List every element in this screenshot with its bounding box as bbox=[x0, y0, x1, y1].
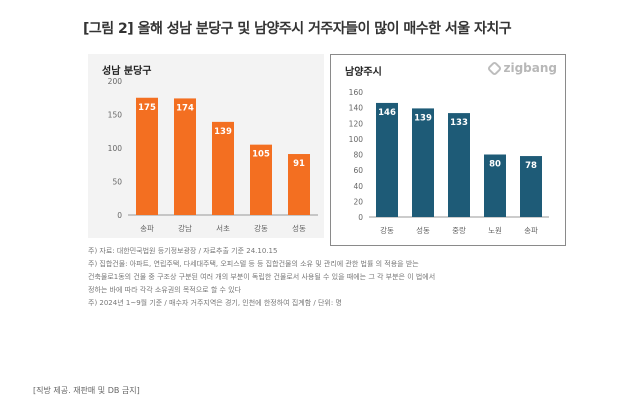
note-line: 주) 2024년 1~9월 기준 / 매수자 거주지역은 경기, 인천에 한정하… bbox=[88, 299, 342, 307]
note-line: 건축물로1동의 건물 중 구조상 구분된 여러 개의 부분이 독립한 건물로서 … bbox=[88, 273, 436, 281]
note-line: 주) 집합건물: 아파트, 연립주택, 다세대주택, 오피스텔 등 등 집합건물… bbox=[88, 260, 419, 268]
zigbang-logo: zigbang bbox=[487, 60, 557, 76]
bar bbox=[136, 97, 158, 215]
y-tick-label: 140 bbox=[349, 104, 364, 113]
x-tick-label: 송파 bbox=[140, 224, 154, 233]
y-tick-label: 40 bbox=[353, 182, 363, 191]
zigbang-logo-text: zigbang bbox=[503, 61, 557, 75]
bar-value-label: 91 bbox=[293, 159, 305, 169]
chart-panel-seongnam: 성남 분당구 0 50 100 150 200 175 송파 174 강남 139 서초 105 강동 9… bbox=[88, 54, 324, 238]
y-tick-label: 120 bbox=[349, 119, 364, 128]
x-tick-label: 강동 bbox=[380, 225, 394, 235]
y-tick-label: 80 bbox=[353, 151, 363, 160]
bar bbox=[448, 113, 470, 217]
title-tag: [그림 2] bbox=[83, 21, 134, 37]
note-line: 정하는 바에 따라 각각 소유권의 목적으로 할 수 있다 bbox=[88, 286, 242, 294]
x-tick-label: 성동 bbox=[292, 224, 306, 233]
bar-value-label: 174 bbox=[176, 103, 194, 113]
x-tick-label: 강동 bbox=[254, 223, 268, 233]
bar-value-label: 146 bbox=[378, 108, 396, 118]
y-tick-label: 150 bbox=[108, 111, 123, 120]
y-tick-label: 50 bbox=[112, 178, 122, 187]
x-tick-label: 송파 bbox=[524, 226, 538, 235]
y-tick-label: 100 bbox=[349, 135, 364, 144]
bar bbox=[212, 121, 234, 215]
y-tick-label: 0 bbox=[358, 213, 363, 222]
chart-title-namyangju: 남양주시 bbox=[345, 67, 382, 78]
y-tick-label: 0 bbox=[117, 211, 122, 220]
bar bbox=[484, 154, 506, 217]
x-tick-label: 성동 bbox=[416, 226, 430, 235]
chart-title-seongnam: 성남 분당구 bbox=[102, 66, 152, 77]
bar-value-label: 139 bbox=[414, 113, 432, 123]
bar bbox=[376, 102, 398, 217]
y-tick-label: 160 bbox=[349, 88, 364, 97]
bar-value-label: 80 bbox=[489, 160, 501, 170]
x-tick-label: 중랑 bbox=[452, 226, 466, 235]
bar-value-label: 105 bbox=[252, 150, 270, 160]
title-text: 올해 성남 분당구 및 남양주시 거주자들이 많이 매수한 서울 자치구 bbox=[137, 21, 512, 37]
bar bbox=[520, 156, 542, 217]
bar bbox=[174, 98, 196, 215]
chart-panel-namyangju: 남양주시 zigbang 0 20 40 60 80 100 120 140 160 146 강동 1… bbox=[330, 54, 566, 246]
bar-value-label: 175 bbox=[138, 103, 156, 113]
y-tick-label: 200 bbox=[108, 77, 123, 86]
bar-value-label: 78 bbox=[525, 161, 537, 171]
x-tick-label: 노원 bbox=[488, 226, 502, 235]
footer-copyright: [직방 제공. 재판매 및 DB 금지] bbox=[33, 386, 140, 395]
y-tick-label: 60 bbox=[353, 166, 363, 175]
bar bbox=[250, 144, 272, 215]
y-tick-label: 20 bbox=[353, 197, 363, 206]
bar-value-label: 139 bbox=[214, 127, 232, 137]
page-title: [그림 2] 올해 성남 분당구 및 남양주시 거주자들이 많이 매수한 서울 … bbox=[83, 18, 512, 38]
bar bbox=[412, 108, 434, 217]
chart-seongnam: 0 50 100 150 200 175 송파 174 강남 139 서초 105 강동 91 성동 bbox=[108, 77, 318, 233]
y-tick-label: 100 bbox=[108, 144, 123, 153]
x-tick-label: 강남 bbox=[178, 223, 192, 233]
note-line: 주) 자료: 대한민국법원 등기정보광장 / 자료추출 기준 24.10.15 bbox=[88, 247, 278, 255]
chart-notes: 주) 자료: 대한민국법원 등기정보광장 / 자료추출 기준 24.10.15 … bbox=[88, 245, 558, 310]
bar bbox=[288, 154, 310, 215]
bar-value-label: 133 bbox=[450, 118, 468, 128]
x-tick-label: 서초 bbox=[216, 224, 230, 233]
chart-namyangju: 0 20 40 60 80 100 120 140 160 146 강동 139 성동 133 중랑 80 노원… bbox=[349, 88, 549, 235]
